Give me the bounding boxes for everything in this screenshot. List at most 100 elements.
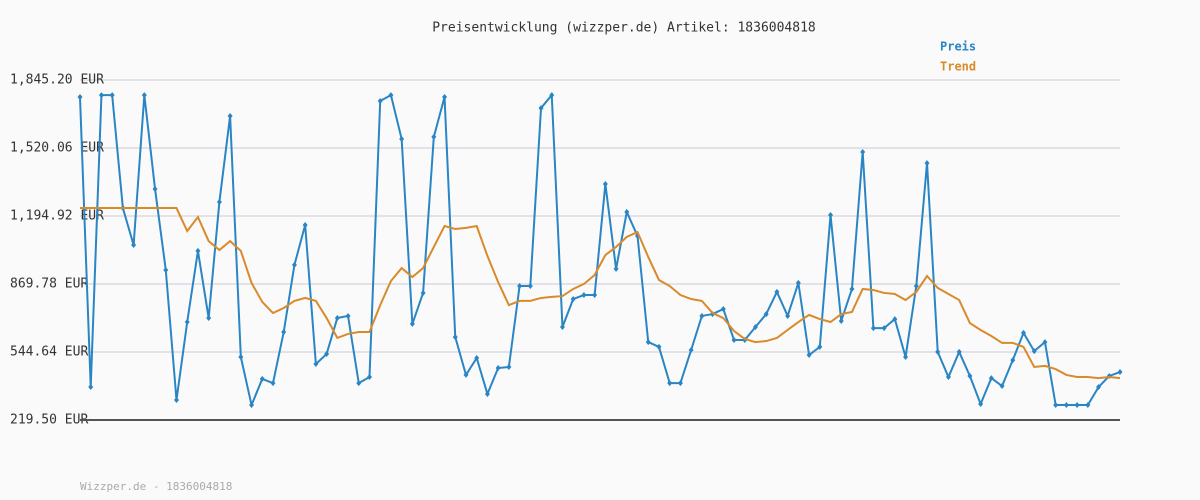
series-line [79, 92, 1121, 409]
point-marker [828, 211, 834, 218]
y-tick-label: 1,194.92 EUR [10, 209, 104, 224]
point-marker [849, 285, 855, 292]
legend-entry: Preis [940, 40, 976, 54]
point-marker [216, 198, 222, 205]
point-marker [999, 383, 1005, 390]
point-marker [881, 325, 887, 332]
point-marker [109, 92, 115, 99]
point-marker [806, 352, 812, 359]
point-marker [667, 380, 673, 387]
point-marker [442, 93, 448, 100]
point-marker [592, 292, 598, 299]
point-marker [956, 348, 962, 355]
point-marker [324, 351, 330, 358]
point-marker [163, 266, 169, 273]
point-marker [785, 312, 791, 319]
point-marker [388, 92, 394, 99]
point-marker [613, 265, 619, 272]
point-marker [259, 375, 265, 382]
point-marker [77, 93, 83, 100]
point-marker [431, 133, 437, 140]
point-marker [366, 374, 372, 381]
point-marker [452, 334, 458, 341]
point-marker [924, 160, 930, 167]
y-tick-label: 869.78 EUR [10, 277, 88, 292]
point-marker [538, 105, 544, 112]
point-marker [763, 311, 769, 318]
point-marker [313, 361, 319, 368]
point-marker [602, 180, 608, 187]
point-marker [1031, 348, 1037, 355]
point-marker [720, 306, 726, 313]
point-marker [656, 343, 662, 350]
point-marker [1074, 402, 1080, 409]
y-tick-label: 1,845.20 EUR [10, 73, 104, 88]
point-marker [227, 113, 233, 120]
point-marker [1063, 402, 1069, 409]
point-marker [506, 363, 512, 370]
point-marker [1053, 402, 1059, 409]
point-marker [495, 365, 501, 372]
point-marker [549, 92, 555, 99]
point-marker [967, 372, 973, 379]
point-marker [1117, 369, 1123, 376]
point-marker [860, 148, 866, 155]
point-marker [399, 136, 405, 143]
point-marker [281, 329, 287, 336]
point-marker [141, 92, 147, 99]
point-marker [88, 384, 94, 391]
point-marker [1096, 384, 1102, 391]
point-marker [152, 186, 158, 193]
point-marker [173, 397, 179, 404]
point-marker [624, 209, 630, 216]
point-marker [270, 380, 276, 387]
y-tick-label: 1,520.06 EUR [10, 141, 104, 156]
point-marker [988, 375, 994, 382]
point-marker [978, 401, 984, 408]
point-marker [195, 247, 201, 254]
point-marker [184, 319, 190, 326]
point-marker [581, 292, 587, 299]
point-marker [334, 315, 340, 322]
point-marker [131, 242, 137, 249]
point-marker [377, 97, 383, 104]
point-marker [870, 325, 876, 332]
point-marker [206, 315, 212, 322]
point-marker [474, 354, 480, 361]
point-marker [517, 283, 523, 290]
point-marker [645, 339, 651, 346]
point-marker [345, 312, 351, 319]
y-tick-label: 544.64 EUR [10, 345, 88, 360]
point-marker [238, 353, 244, 360]
point-marker [302, 221, 308, 228]
point-marker [677, 380, 683, 387]
point-marker [463, 371, 469, 378]
point-marker [1010, 357, 1016, 364]
chart-title: Preisentwicklung (wizzper.de) Artikel: 1… [432, 21, 816, 36]
point-marker [699, 312, 705, 319]
point-marker [98, 92, 104, 99]
point-marker [892, 316, 898, 323]
point-marker [903, 353, 909, 360]
point-marker [1042, 339, 1048, 346]
y-tick-label: 219.50 EUR [10, 413, 88, 428]
point-marker [795, 279, 801, 286]
point-marker [1085, 402, 1091, 409]
point-marker [688, 347, 694, 354]
point-marker [752, 324, 758, 331]
point-marker [945, 374, 951, 381]
footer: Wizzper.de - 1836004818 [80, 480, 232, 493]
point-marker [409, 320, 415, 327]
series-line [80, 207, 1121, 380]
point-marker [527, 283, 533, 290]
point-marker [420, 289, 426, 296]
point-marker [570, 296, 576, 303]
point-marker [838, 317, 844, 324]
point-marker [356, 380, 362, 387]
point-marker [291, 261, 297, 268]
point-marker [817, 343, 823, 350]
point-marker [935, 348, 941, 355]
point-marker [484, 390, 490, 397]
